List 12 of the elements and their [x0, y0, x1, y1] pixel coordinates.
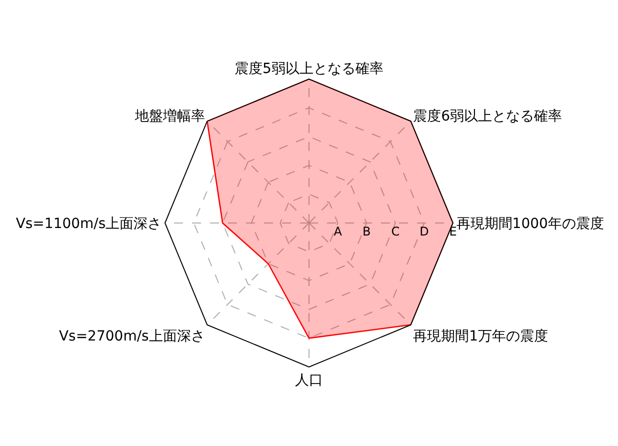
spoke-label: 地盤増幅率 [134, 107, 205, 124]
y-tick-label: D [420, 224, 429, 238]
spoke-label: 震度6弱以上となる確率 [413, 108, 562, 124]
spoke-label: Vs=2700m/s上面深さ [58, 328, 205, 345]
spoke-label: 再現期間1000年の震度 [456, 216, 604, 232]
spoke-label: 震度5弱以上となる確率 [234, 60, 384, 77]
spoke-label: Vs=1100m/s上面深さ [16, 216, 162, 232]
y-tick-label: B [362, 224, 371, 238]
y-tick-label: A [334, 224, 343, 238]
spoke-label: 再現期間1万年の震度 [413, 328, 548, 345]
y-tick-label: C [391, 224, 400, 238]
spoke-label: 人口 [295, 372, 323, 388]
